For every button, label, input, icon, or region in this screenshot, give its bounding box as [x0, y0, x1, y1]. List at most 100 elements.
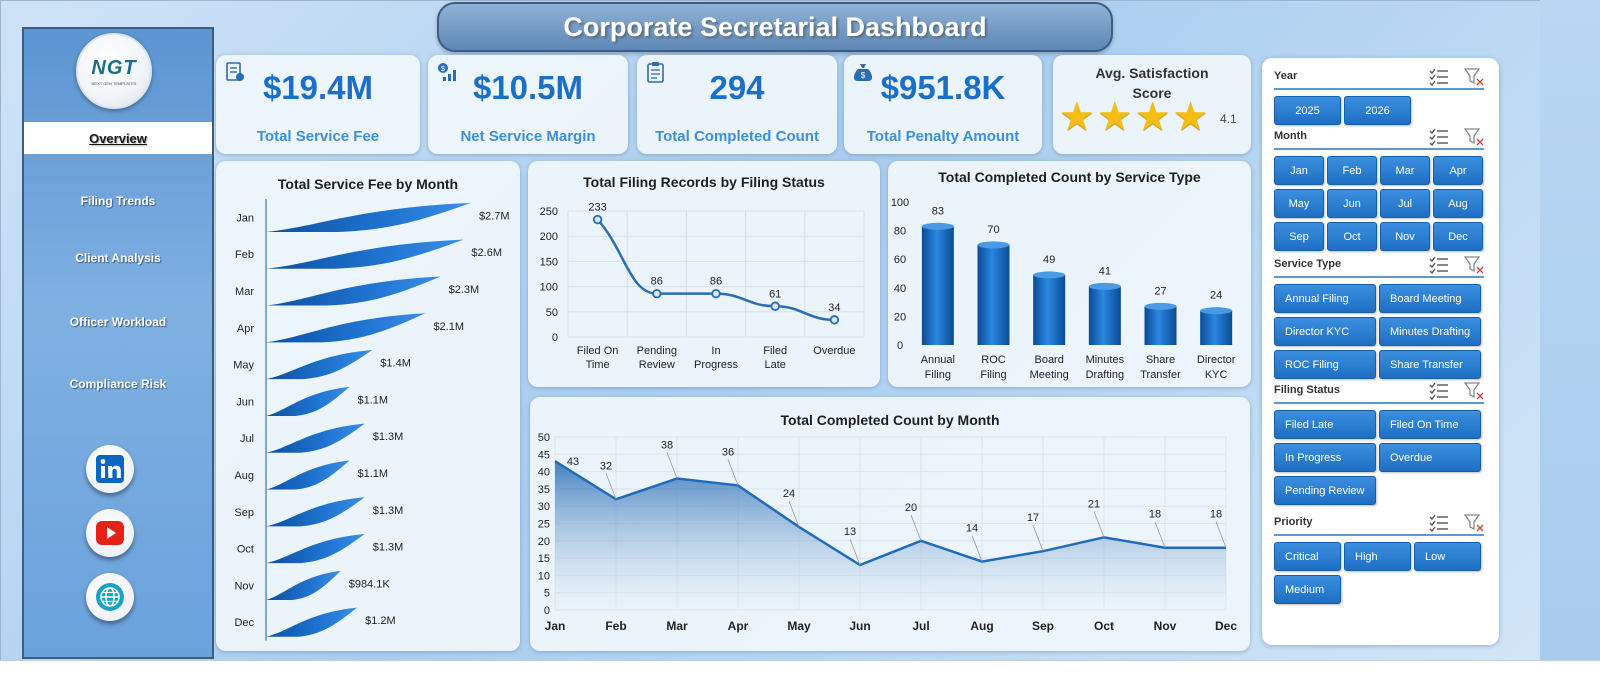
data-label: $1.1M — [358, 468, 389, 480]
nav-client-analysis[interactable]: Client Analysis — [75, 251, 161, 265]
slicer-button[interactable]: Annual Filing — [1274, 284, 1376, 313]
svg-text:$: $ — [861, 71, 866, 80]
slicer-button[interactable]: Overdue — [1379, 443, 1481, 472]
slicer-button[interactable]: Feb — [1327, 156, 1377, 185]
slicer-button[interactable]: Jan — [1274, 156, 1324, 185]
slicer-title: Month — [1274, 130, 1307, 142]
tick-label: 60 — [894, 254, 906, 266]
tick-label: 5 — [544, 588, 550, 600]
series-area — [555, 461, 1226, 610]
slicer-button[interactable]: 2026 — [1344, 96, 1411, 125]
bar — [266, 202, 471, 232]
tick-label: Minutes Drafting — [1086, 354, 1125, 381]
slicer-button[interactable]: Apr — [1433, 156, 1483, 185]
globe-icon[interactable] — [86, 573, 134, 621]
tick-label: Jun — [236, 396, 254, 408]
nav-overview[interactable]: Overview — [24, 122, 212, 154]
slicer-button[interactable]: Share Transfer — [1379, 350, 1481, 379]
label-leader — [666, 452, 678, 479]
slicer-button[interactable]: Board Meeting — [1379, 284, 1481, 313]
linkedin-icon[interactable] — [86, 445, 134, 493]
tick-label: Oct — [1094, 619, 1114, 633]
clear-filter-icon[interactable] — [1463, 128, 1484, 146]
slicer-button[interactable]: Filed On Time — [1379, 410, 1481, 439]
slicer-button[interactable]: Pending Review — [1274, 476, 1376, 505]
clear-filter-icon[interactable] — [1463, 68, 1484, 86]
tick-label: Oct — [237, 544, 254, 556]
multi-select-icon[interactable] — [1429, 68, 1449, 87]
label-leader — [727, 459, 739, 486]
slicer-header-month: Month — [1274, 128, 1484, 150]
slicer-button[interactable]: Medium — [1274, 575, 1341, 604]
tick-label: 25 — [538, 519, 550, 531]
star-icon: ★ — [1134, 95, 1171, 139]
sidebar: NGT NEXT GEN TEMPLATES Overview Filing T… — [22, 27, 214, 659]
data-label: $2.1M — [433, 321, 464, 333]
multi-select-icon[interactable] — [1429, 514, 1449, 533]
clear-filter-icon[interactable] — [1463, 382, 1484, 400]
tick-label: ROC Filing — [980, 354, 1006, 381]
kpi-value: $951.8K — [880, 69, 1006, 106]
multi-select-icon[interactable] — [1429, 382, 1449, 401]
kpi-label: Net Service Margin — [460, 128, 596, 145]
slicer-button[interactable]: Oct — [1327, 222, 1377, 251]
tick-label: Filed On Time — [577, 345, 619, 371]
slicer-button[interactable]: Minutes Drafting — [1379, 317, 1481, 346]
nav-officer-workload[interactable]: Officer Workload — [69, 315, 167, 329]
series-line — [554, 460, 1226, 567]
nav-compliance-risk[interactable]: Compliance Risk — [69, 377, 167, 391]
bar — [266, 313, 426, 343]
slicer-button[interactable]: ROC Filing — [1274, 350, 1376, 379]
slicer-button[interactable]: Critical — [1274, 542, 1341, 571]
star-rating: ★ ★ ★ ★ — [1059, 97, 1208, 137]
kpi-value: 294 — [709, 69, 765, 106]
clear-filter-icon[interactable] — [1463, 514, 1484, 532]
data-point — [829, 315, 840, 325]
slicer-button[interactable]: Jul — [1380, 189, 1430, 218]
slicer-button[interactable]: Nov — [1380, 222, 1430, 251]
tick-label: 30 — [538, 501, 550, 513]
multi-select-icon[interactable] — [1429, 256, 1449, 275]
star-icon: ★ — [1172, 95, 1209, 139]
slicer-title: Priority — [1274, 516, 1313, 528]
tick-label: Pending Review — [637, 345, 677, 371]
youtube-icon[interactable] — [86, 509, 134, 557]
bar — [266, 497, 365, 527]
slicer-button[interactable]: Aug — [1433, 189, 1483, 218]
slicer-button[interactable]: Director KYC — [1274, 317, 1376, 346]
clear-filter-icon[interactable] — [1463, 256, 1484, 274]
kpi-total-penalty-amount: $ $951.8K Total Penalty Amount — [844, 55, 1042, 154]
data-label: 49 — [1043, 254, 1055, 266]
data-label: 233 — [588, 202, 606, 214]
data-label: 13 — [844, 526, 856, 538]
multi-select-icon[interactable] — [1429, 128, 1449, 147]
slicer-button[interactable]: 2025 — [1274, 96, 1341, 125]
tick-label: Jul — [912, 619, 929, 633]
slicer-button[interactable]: In Progress — [1274, 443, 1376, 472]
nav-filing-trends[interactable]: Filing Trends — [80, 194, 156, 208]
company-logo[interactable]: NGT NEXT GEN TEMPLATES — [76, 33, 152, 109]
kpi-value: $19.4M — [262, 69, 374, 106]
slicer-button[interactable]: Sep — [1274, 222, 1324, 251]
data-label: 83 — [932, 205, 944, 217]
slicer-button[interactable]: Low — [1414, 542, 1481, 571]
slicer-button[interactable]: Filed Late — [1274, 410, 1376, 439]
slicer-button[interactable]: High — [1344, 542, 1411, 571]
tick-label: Sep — [234, 507, 254, 519]
data-label: 14 — [966, 523, 978, 535]
tick-label: 100 — [891, 197, 909, 209]
satisfaction-title: Avg. Satisfaction Score — [1095, 65, 1209, 101]
tick-label: Aug — [970, 619, 993, 633]
slicer-button[interactable]: May — [1274, 189, 1324, 218]
label-leader — [1032, 525, 1044, 552]
tick-label: 100 — [540, 282, 558, 294]
chart-completed-by-service-type: Total Completed Count by Service Type 0 2… — [888, 161, 1251, 387]
label-leader — [788, 500, 800, 528]
slicer-button[interactable]: Jun — [1327, 189, 1377, 218]
kpi-label: Total Penalty Amount — [866, 128, 1020, 145]
slicer-title: Year — [1274, 70, 1298, 82]
chart-title: Total Completed Count by Service Type — [938, 169, 1201, 185]
slicer-button[interactable]: Dec — [1433, 222, 1483, 251]
kpi-label: Total Service Fee — [256, 128, 380, 145]
slicer-button[interactable]: Mar — [1380, 156, 1430, 185]
